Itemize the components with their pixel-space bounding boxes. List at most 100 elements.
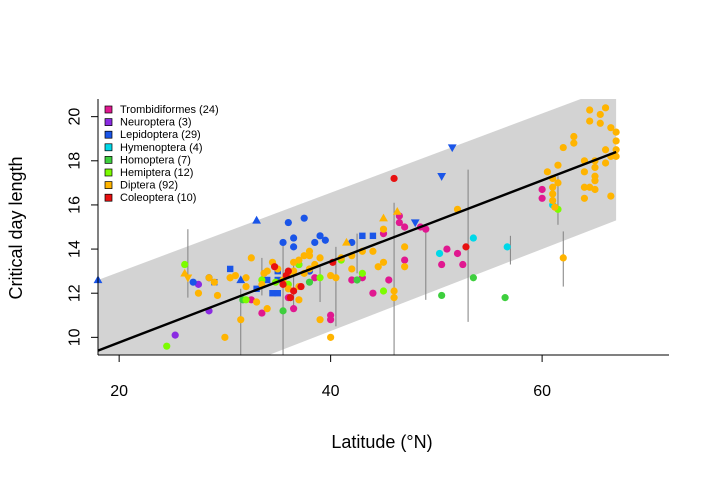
x-axis-title: Latitude (°N) <box>331 432 432 452</box>
legend-swatch <box>104 105 113 114</box>
data-point <box>538 194 546 202</box>
data-point <box>438 260 446 269</box>
data-point <box>253 298 261 306</box>
data-point <box>236 275 246 284</box>
data-point <box>290 258 298 266</box>
y-tick-label: 14 <box>67 240 84 258</box>
regression-line-group <box>97 150 617 352</box>
data-point <box>189 278 197 286</box>
data-point <box>596 119 604 127</box>
data-point <box>353 276 361 284</box>
legend: Trombidiformes (24)Neuroptera (3)Lepidop… <box>104 104 219 204</box>
data-point <box>607 192 615 200</box>
data-point <box>469 234 477 242</box>
legend-label: Homoptera (7) <box>120 154 191 166</box>
y-tick-label: 20 <box>67 108 84 126</box>
data-point <box>210 278 218 286</box>
data-point <box>580 168 589 176</box>
data-point <box>258 309 266 317</box>
data-point <box>311 274 319 282</box>
data-point <box>300 252 308 260</box>
legend-swatch <box>104 168 113 177</box>
data-point <box>379 258 388 266</box>
data-point <box>379 213 388 222</box>
confidence-band <box>98 99 617 355</box>
data-point <box>447 144 457 153</box>
data-point <box>438 291 446 300</box>
data-point <box>252 215 262 224</box>
data-point <box>226 274 234 282</box>
data-point <box>612 152 620 160</box>
y-tick-label: 12 <box>67 284 84 302</box>
data-point <box>286 294 295 302</box>
data-point <box>435 249 444 258</box>
data-point <box>580 183 589 191</box>
y-axis-title: Critical day length <box>6 156 26 299</box>
data-point <box>297 282 305 291</box>
data-point <box>290 234 298 242</box>
data-point <box>348 265 356 273</box>
data-point <box>596 110 604 119</box>
data-point <box>359 232 366 240</box>
data-point <box>221 333 229 341</box>
legend-swatch <box>104 181 113 189</box>
data-point <box>295 296 303 304</box>
data-point <box>437 173 447 181</box>
data-point <box>601 146 610 154</box>
data-point <box>549 196 557 205</box>
data-point <box>284 218 292 227</box>
data-point <box>226 265 234 273</box>
data-point <box>591 163 599 172</box>
data-point <box>348 276 356 284</box>
data-point <box>311 238 319 247</box>
data-point <box>369 289 377 297</box>
data-point <box>183 274 193 283</box>
data-point <box>300 214 308 222</box>
data-point <box>316 232 324 240</box>
data-point <box>549 190 557 198</box>
data-point <box>342 237 351 246</box>
prediction-band <box>98 99 617 355</box>
data-point <box>270 263 279 271</box>
data-point <box>554 179 562 187</box>
x-tick-label: 40 <box>322 383 340 400</box>
legend-label: Trombidiformes (24) <box>120 104 219 116</box>
y-tick-label: 10 <box>67 328 84 346</box>
data-point <box>410 219 420 228</box>
data-point <box>316 254 324 262</box>
data-point <box>459 260 467 269</box>
data-point <box>554 161 562 169</box>
x-tick-label: 20 <box>110 383 128 400</box>
data-point <box>612 128 620 136</box>
data-point <box>284 267 292 275</box>
legend-label: Neuroptera (3) <box>120 117 192 129</box>
legend-swatch <box>104 130 113 139</box>
data-point <box>601 104 610 112</box>
legend-label: Hymenoptera (4) <box>120 142 203 154</box>
data-point <box>559 254 567 262</box>
data-point <box>401 243 409 251</box>
data-point <box>290 267 298 275</box>
legend-swatch <box>104 193 113 202</box>
data-point <box>580 194 589 202</box>
data-point <box>290 305 298 313</box>
data-point <box>385 276 393 284</box>
data-point <box>279 280 287 288</box>
data-point <box>274 290 281 297</box>
regression-line <box>97 150 617 352</box>
legend-label: Diptera (92) <box>120 180 178 192</box>
data-point <box>503 243 511 251</box>
data-point <box>586 183 594 191</box>
data-point <box>374 263 382 271</box>
data-point <box>369 232 377 240</box>
data-point <box>305 278 314 286</box>
axes: 20 40 60 10 12 14 16 18 20 <box>67 99 669 400</box>
data-point <box>242 282 250 291</box>
data-point <box>390 294 398 302</box>
data-point <box>591 172 599 180</box>
data-point <box>321 236 329 244</box>
data-point <box>163 342 171 350</box>
data-point <box>570 132 578 141</box>
data-point <box>422 225 430 233</box>
